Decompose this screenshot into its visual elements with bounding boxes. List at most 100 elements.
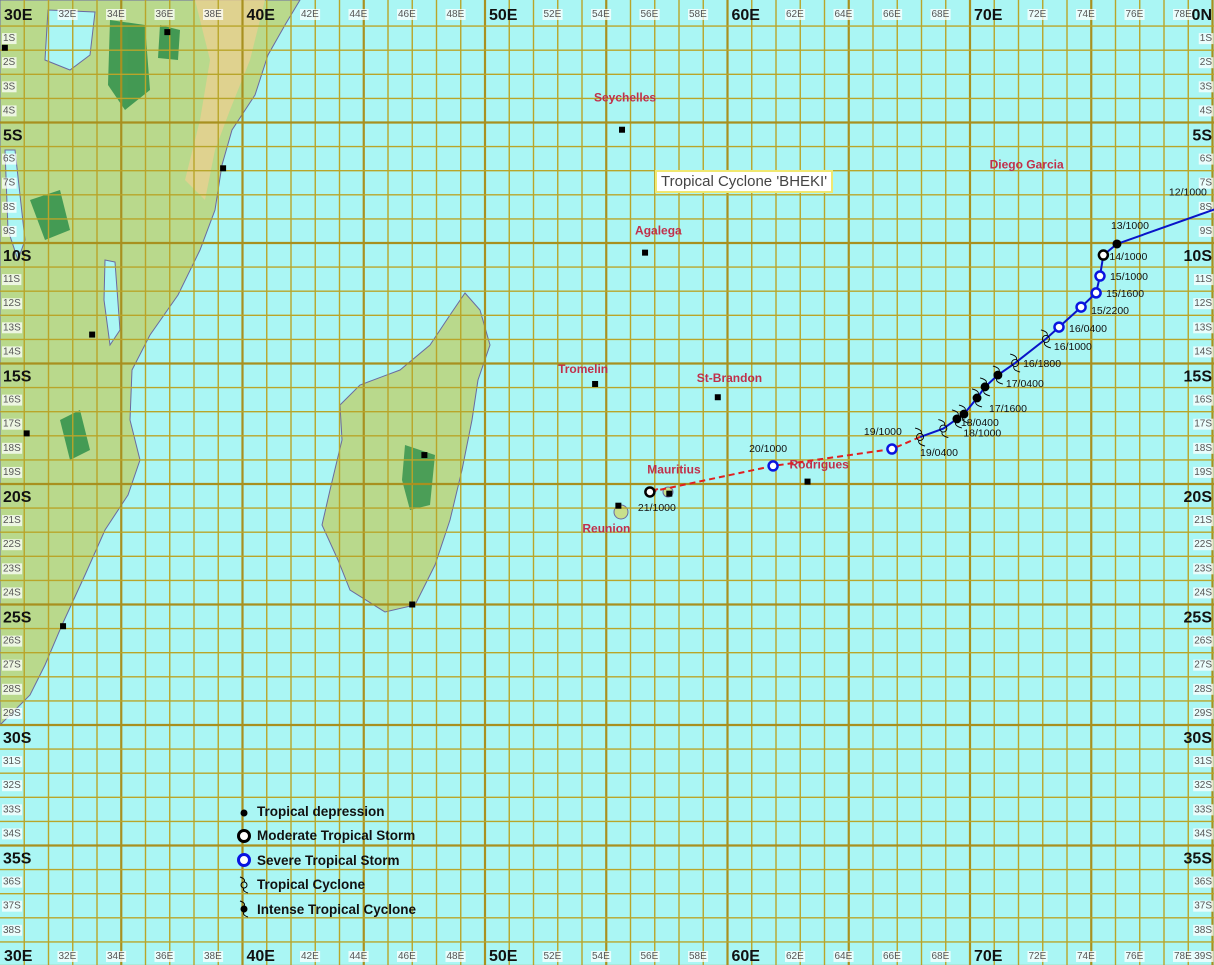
- grid-label: 52E: [544, 9, 562, 20]
- label-background: [1193, 707, 1214, 719]
- grid-label: 50E: [489, 7, 518, 24]
- grid-label: 64E: [835, 951, 853, 962]
- grid-label: 30E: [4, 7, 33, 24]
- severe-storm-icon: [1075, 301, 1087, 313]
- grid-label: 46E: [398, 9, 416, 20]
- tropical-cyclone-icon: [239, 876, 249, 894]
- grid-label: 18S: [1194, 443, 1212, 454]
- grid-label: 26S: [3, 636, 21, 647]
- label-background: [2, 418, 23, 430]
- label-background: [639, 951, 660, 962]
- label-background: [445, 951, 466, 962]
- label-background: [1193, 322, 1214, 334]
- grid-label: 36S: [1194, 877, 1212, 888]
- label-background: [1124, 9, 1145, 20]
- label-background: [1193, 346, 1214, 358]
- label-background: [1198, 177, 1214, 189]
- town-marker: [60, 623, 67, 630]
- track-point-label: 21/1000: [638, 502, 676, 514]
- grid-label: 25S: [3, 610, 32, 627]
- grid-label: 42E: [301, 9, 319, 20]
- place-label: Reunion: [582, 522, 630, 536]
- label-background: [1193, 876, 1214, 888]
- grid-label: 34E: [107, 9, 125, 20]
- label-background: [1124, 951, 1145, 962]
- moderate-storm-icon: [237, 828, 251, 843]
- label-background: [348, 9, 369, 20]
- grid-label: 58E: [689, 951, 707, 962]
- label-background: [591, 951, 612, 962]
- track-point-label: 16/0400: [1069, 323, 1107, 335]
- legend-item-mts: Moderate Tropical Storm: [234, 824, 416, 849]
- label-background: [1027, 951, 1048, 962]
- severe-storm-icon: [767, 460, 779, 472]
- legend: Tropical depression Moderate Tropical St…: [234, 799, 416, 922]
- grid-label: 13S: [3, 322, 21, 333]
- grid-label: 27S: [1194, 660, 1212, 671]
- label-background: [1193, 563, 1214, 575]
- label-background: [57, 951, 78, 962]
- grid-label: 50E: [489, 948, 518, 965]
- grid-label: 30E: [4, 948, 33, 965]
- grid-label: 6S: [3, 154, 16, 165]
- label-background: [1193, 466, 1214, 478]
- place-label: Rodrigues: [790, 458, 850, 472]
- grid-label: 22S: [1194, 539, 1212, 550]
- label-background: [1027, 9, 1048, 20]
- place-label: Seychelles: [594, 91, 656, 105]
- grid-label: 23S: [1194, 563, 1212, 574]
- intense-cyclone-icon: [959, 409, 969, 419]
- grid-label: 11S: [3, 274, 20, 285]
- track-point-label: 18/0400: [961, 417, 999, 429]
- grid-label: 10S: [1184, 248, 1213, 265]
- label-background: [445, 9, 466, 20]
- town-marker: [421, 452, 428, 459]
- label-background: [2, 587, 23, 599]
- grid-label: 23S: [3, 563, 21, 574]
- label-background: [2, 442, 23, 454]
- grid-label: 36E: [156, 9, 174, 20]
- grid-label: 8S: [3, 202, 16, 213]
- track-point-label: 17/0400: [1006, 378, 1044, 390]
- grid-label: 29S: [3, 708, 21, 719]
- label-background: [639, 9, 660, 20]
- label-background: [591, 9, 612, 20]
- cyclone-track: 12/1000 13/1000 14/1000 15/1000 15/1600 15/22…: [638, 186, 1214, 514]
- place-marker: [592, 380, 599, 387]
- label-background: [106, 951, 127, 962]
- town-marker: [409, 601, 416, 608]
- grid-label: 14S: [1194, 346, 1212, 357]
- label-background: [348, 951, 369, 962]
- town-marker: [220, 165, 227, 172]
- label-background: [2, 81, 17, 93]
- label-background: [1173, 9, 1194, 20]
- severe-storm-icon: [1053, 321, 1065, 333]
- grid-label: 70E: [974, 948, 1003, 965]
- tropical-cyclone-icon: [1011, 359, 1020, 367]
- grid-label: 3S: [1200, 81, 1213, 92]
- grid-label: 31S: [1194, 756, 1212, 767]
- track-point-label: 12/1000: [1169, 186, 1207, 198]
- grid-label: 76E: [1126, 951, 1144, 962]
- label-background: [1193, 418, 1214, 430]
- track-point-label: 18/1000: [963, 428, 1001, 440]
- tropical-depression-icon: [1112, 239, 1122, 249]
- tropical-cyclone-icon: [1041, 334, 1050, 343]
- label-background: [688, 951, 709, 962]
- grid-label: 46E: [398, 951, 416, 962]
- grid-label: 32S: [1194, 780, 1212, 791]
- place-marker: [642, 249, 649, 256]
- track-point-label: 14/1000: [1109, 251, 1147, 263]
- track-point-label: 17/1600: [989, 403, 1027, 415]
- label-background: [542, 9, 563, 20]
- grid-label: 33S: [1194, 804, 1212, 815]
- grid-label: 39S: [1194, 951, 1212, 962]
- grid-label: 70E: [974, 7, 1003, 24]
- grid-label: 20S: [3, 489, 32, 506]
- label-background: [1076, 9, 1097, 20]
- grid-label: 72E: [1029, 9, 1047, 20]
- grid-label: 76E: [1126, 9, 1144, 20]
- grid-label: 5S: [1192, 128, 1212, 145]
- label-background: [203, 951, 224, 962]
- label-background: [1193, 298, 1214, 310]
